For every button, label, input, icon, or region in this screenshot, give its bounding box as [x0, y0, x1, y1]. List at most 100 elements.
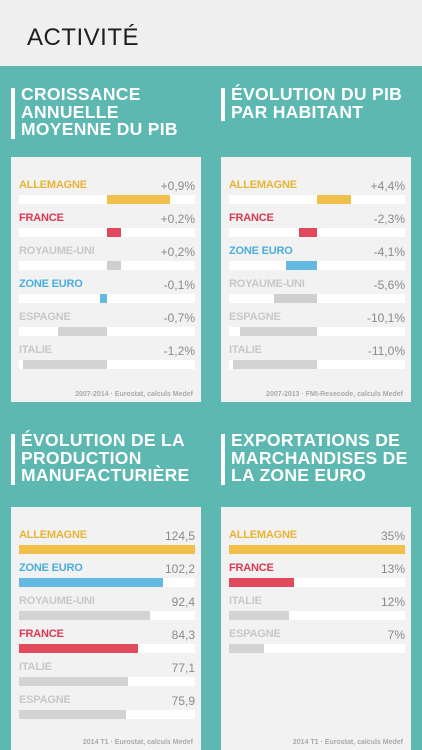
panel-title-line: MOYENNE DU PIB	[21, 119, 178, 139]
value-label: +0,2%	[160, 212, 195, 226]
value-label: 13%	[380, 562, 405, 576]
bar-fill	[229, 611, 290, 620]
bar-fill	[229, 644, 265, 653]
bar-fill	[19, 710, 127, 719]
bar-track	[229, 294, 405, 303]
country-label: ESPAGNE	[229, 311, 281, 323]
country-label: ALLEMAGNE	[229, 529, 297, 541]
country-label: ITALIE	[19, 661, 52, 673]
bar-track	[229, 611, 405, 620]
bar-track	[229, 261, 405, 270]
bar-track	[19, 294, 195, 303]
country-label: ZONE EURO	[229, 245, 293, 257]
source-note: 2007-2014 · Eurostat, calculs Medef	[75, 391, 193, 398]
bar-fill	[317, 195, 351, 204]
bar-fill	[107, 261, 121, 270]
source-note: 2007-2013 · FMI-Rexecode, calculs Medef	[266, 391, 403, 398]
bar-track	[229, 228, 405, 237]
value-label: -0,1%	[163, 278, 195, 292]
country-label: ROYAUME-UNI	[229, 278, 305, 290]
chart-row: ALLEMAGNE +4,4%	[229, 179, 405, 209]
country-label: ZONE EURO	[19, 562, 83, 574]
title-accent-bar	[221, 88, 225, 121]
chart-card: ALLEMAGNE +4,4% FRANCE -2,3% ZONE EURO -4,1% R…	[221, 157, 411, 402]
chart-row: FRANCE -2,3%	[229, 212, 405, 242]
chart-row: ESPAGNE -10,1%	[229, 311, 405, 341]
bar-fill	[299, 228, 317, 237]
country-label: ESPAGNE	[19, 694, 71, 706]
panel-title-line: MARCHANDISES DE	[231, 447, 408, 468]
bar-fill	[19, 677, 128, 686]
source-note: 2014 T1 · Eurostat, calculs Medef	[82, 739, 193, 746]
bar-track	[19, 644, 195, 653]
value-label: 124,5	[164, 529, 195, 543]
country-label: FRANCE	[229, 562, 274, 574]
value-label: -0,7%	[163, 311, 195, 325]
panel-title-line: EXPORTATIONS DE	[231, 430, 401, 450]
title-accent-bar	[11, 434, 15, 485]
bar-fill	[239, 327, 317, 336]
chart-row: ALLEMAGNE +0,9%	[19, 179, 195, 209]
header-bar: ACTIVITÉ	[0, 0, 422, 66]
page-title: ACTIVITÉ	[27, 24, 140, 51]
chart-row: ALLEMAGNE 35%	[229, 529, 405, 559]
value-label: -1,2%	[163, 344, 195, 358]
bar-fill	[19, 578, 164, 587]
bar-fill	[19, 611, 150, 620]
bar-track	[229, 327, 405, 336]
bar-track	[229, 545, 405, 554]
value-label: -5,6%	[373, 278, 405, 292]
chart-row: ROYAUME-UNI 92,4	[19, 595, 195, 625]
bar-fill	[229, 578, 295, 587]
value-label: 84,3	[171, 628, 195, 642]
panel-title-line: PRODUCTION	[21, 447, 142, 468]
chart-row: FRANCE 84,3	[19, 628, 195, 658]
source-note: 2014 T1 · Eurostat, calculs Medef	[292, 739, 403, 746]
bar-track	[19, 611, 195, 620]
bar-track	[19, 360, 195, 369]
value-label: -4,1%	[373, 245, 405, 259]
bar-track	[19, 578, 195, 587]
bar-fill	[19, 644, 139, 653]
value-label: +0,9%	[160, 179, 195, 193]
country-label: FRANCE	[19, 212, 64, 224]
value-label: +0,2%	[160, 245, 195, 259]
country-label: ESPAGNE	[19, 311, 71, 323]
panel-title-line: MANUFACTURIÈRE	[21, 465, 190, 485]
chart-row: ITALIE 77,1	[19, 661, 195, 691]
value-label: -11,0%	[367, 344, 405, 358]
country-label: ITALIE	[229, 595, 262, 607]
bar-fill	[233, 360, 317, 369]
bar-track	[19, 545, 195, 554]
country-label: ROYAUME-UNI	[19, 595, 95, 607]
bar-fill	[107, 228, 121, 237]
chart-row: ESPAGNE 75,9	[19, 694, 195, 724]
bar-fill	[285, 261, 317, 270]
chart-card: ALLEMAGNE 124,5 ZONE EURO 102,2 ROYAUME-UNI 9…	[11, 507, 201, 750]
bar-track	[229, 360, 405, 369]
bar-track	[19, 261, 195, 270]
bar-track	[19, 710, 195, 719]
value-label: 102,2	[164, 562, 195, 576]
bar-track	[229, 578, 405, 587]
country-label: ZONE EURO	[19, 278, 83, 290]
value-label: 92,4	[171, 595, 195, 609]
country-label: ALLEMAGNE	[19, 179, 87, 191]
country-label: ALLEMAGNE	[229, 179, 297, 191]
bar-fill	[58, 327, 107, 336]
chart-row: ALLEMAGNE 124,5	[19, 529, 195, 559]
chart-card: ALLEMAGNE +0,9% FRANCE +0,2% ROYAUME-UNI +0,2…	[11, 157, 201, 402]
bar-track	[229, 644, 405, 653]
value-label: -10,1%	[366, 311, 405, 325]
bar-track	[229, 195, 405, 204]
title-accent-bar	[221, 434, 225, 485]
chart-row: ESPAGNE 7%	[229, 628, 405, 658]
chart-row: ITALIE -11,0%	[229, 344, 405, 374]
bar-fill	[100, 294, 107, 303]
value-label: 35%	[380, 529, 405, 543]
value-label: 75,9	[171, 694, 195, 708]
chart-row: ZONE EURO 102,2	[19, 562, 195, 592]
bar-track	[19, 677, 195, 686]
chart-card: ALLEMAGNE 35% FRANCE 13% ITALIE 12% ESPAGNE 7% 2…	[221, 507, 411, 750]
chart-row: ZONE EURO -0,1%	[19, 278, 195, 308]
